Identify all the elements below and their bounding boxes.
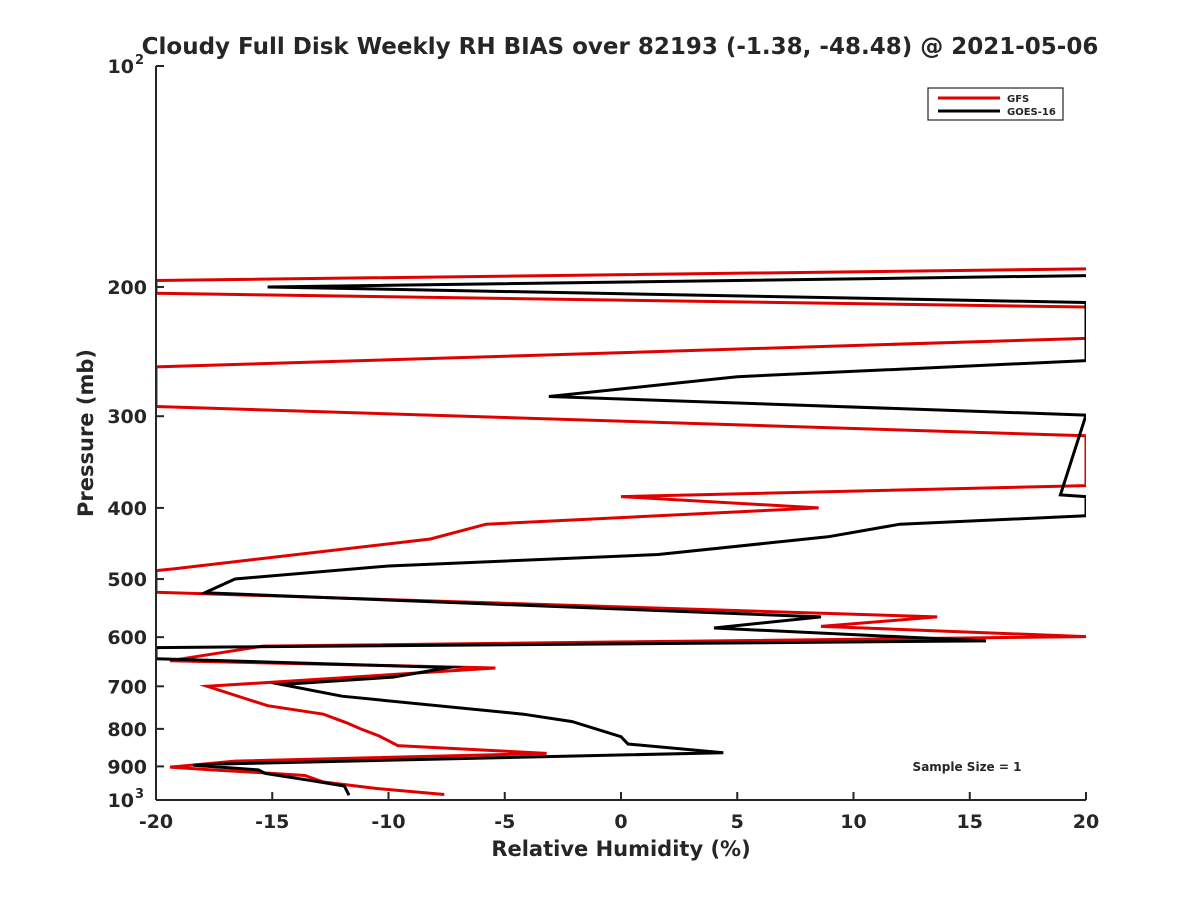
y-tick-label: 400 [107, 498, 147, 520]
y-tick-exponent: 3 [135, 787, 144, 802]
x-tick-label: -15 [255, 811, 289, 833]
y-tick-label: 10 [108, 790, 134, 812]
x-tick-label: -5 [494, 811, 515, 833]
x-tick-label: 20 [1073, 811, 1099, 833]
y-tick-label: 300 [107, 406, 147, 428]
x-axis-ticks: -20 -15 -10 -5 0 5 10 15 20 [139, 792, 1099, 833]
y-tick-label: 200 [107, 277, 147, 299]
x-tick-label: 10 [840, 811, 866, 833]
legend-label: GFS [1007, 94, 1029, 105]
chart-title: Cloudy Full Disk Weekly RH BIAS over 821… [142, 34, 1099, 60]
x-tick-label: -10 [371, 811, 405, 833]
legend-label: GOES-16 [1007, 107, 1056, 118]
legend: GFS GOES-16 [927, 87, 1064, 121]
y-tick-label: 10 [108, 56, 134, 78]
y-tick-label: 900 [107, 756, 147, 778]
series-line-gfs [156, 267, 1086, 796]
y-tick-label: 700 [107, 676, 147, 698]
y-tick-exponent: 2 [135, 53, 144, 68]
y-tick-label: 600 [107, 627, 147, 649]
x-tick-label: 0 [614, 811, 627, 833]
y-tick-label: 500 [107, 569, 147, 591]
x-tick-label: 5 [731, 811, 744, 833]
legend-box [927, 87, 1064, 121]
plot-area [156, 267, 1086, 796]
x-tick-label: -20 [139, 811, 173, 833]
y-axis-label: Pressure (mb) [74, 349, 98, 517]
x-axis-label: Relative Humidity (%) [491, 837, 750, 861]
axes [155, 66, 1086, 801]
sample-size-annotation: Sample Size = 1 [913, 760, 1022, 774]
x-tick-label: 15 [957, 811, 983, 833]
series-line-goes-16 [156, 274, 1086, 796]
y-tick-label: 800 [107, 719, 147, 741]
